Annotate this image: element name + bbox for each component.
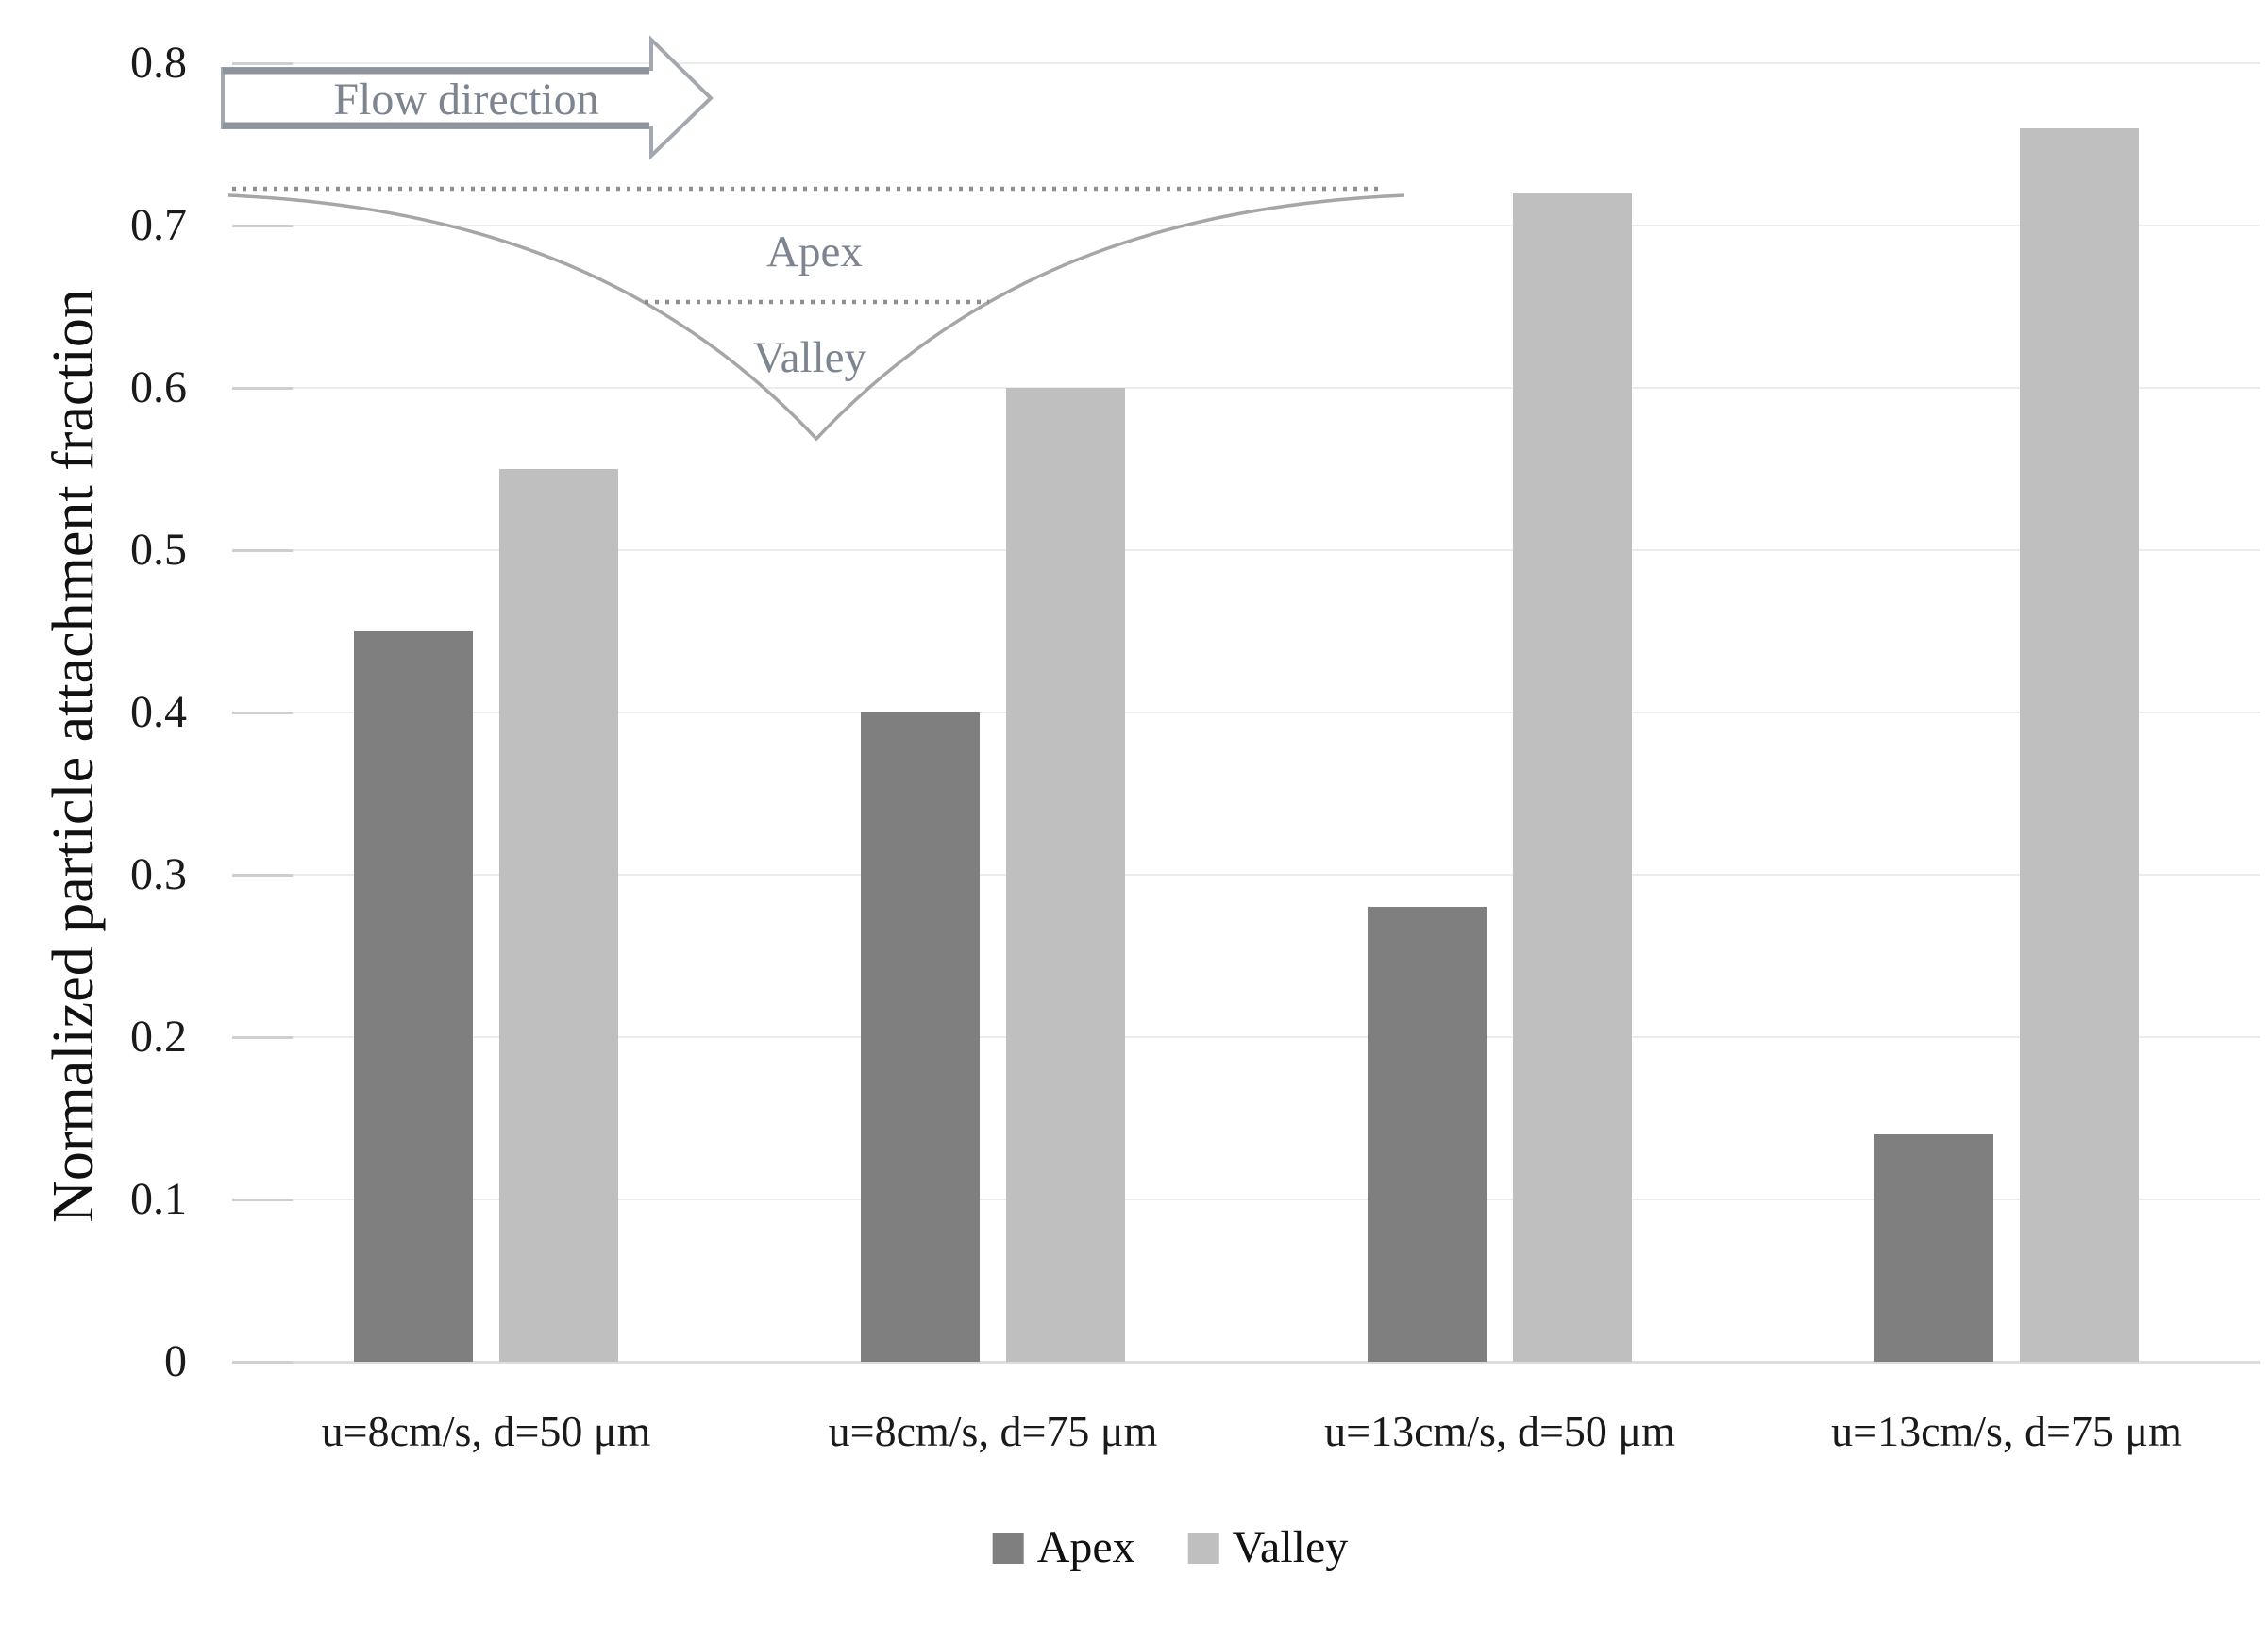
legend-item-apex: Apex — [992, 1522, 1135, 1572]
axis-tick — [232, 712, 293, 714]
y-tick-label: 0.7 — [130, 200, 187, 250]
y-tick-label: 0.1 — [130, 1174, 187, 1224]
apex-legend-swatch — [992, 1532, 1024, 1564]
bar-valley-2 — [1006, 388, 1125, 1362]
bar-valley-3 — [1513, 193, 1632, 1362]
bar-apex-2 — [861, 712, 980, 1362]
gridline — [232, 62, 2260, 64]
inset-valley-label: Valley — [753, 333, 867, 382]
y-tick-label: 0.6 — [130, 362, 187, 412]
x-axis-baseline — [232, 1361, 2260, 1364]
bar-valley-1 — [499, 469, 618, 1362]
gridline — [232, 712, 2260, 713]
gridline — [232, 874, 2260, 876]
inset-apex-label: Apex — [766, 227, 863, 277]
axis-tick — [232, 1036, 293, 1039]
legend: Apex Valley — [992, 1522, 1349, 1572]
y-tick-label: 0 — [164, 1336, 187, 1386]
flow-direction-arrow-icon — [221, 35, 714, 160]
gridline — [232, 1036, 2260, 1038]
y-tick-label: 0.2 — [130, 1012, 187, 1062]
gridline — [232, 387, 2260, 389]
valley-legend-label: Valley — [1232, 1522, 1349, 1572]
x-tick-label: u=13cm/s, d=50 μm — [1324, 1407, 1675, 1455]
y-tick-label: 0.3 — [130, 849, 187, 899]
gridline — [232, 1199, 2260, 1200]
gridline — [232, 225, 2260, 226]
x-tick-label: u=8cm/s, d=50 μm — [321, 1407, 651, 1455]
x-tick-label: u=8cm/s, d=75 μm — [828, 1407, 1158, 1455]
apex-legend-label: Apex — [1036, 1522, 1135, 1572]
bar-apex-1 — [354, 631, 473, 1362]
axis-tick — [232, 874, 293, 877]
flow-direction-label: Flow direction — [333, 75, 598, 125]
axis-tick — [232, 225, 293, 227]
y-tick-label: 0.8 — [130, 38, 187, 88]
axis-tick — [232, 1199, 293, 1201]
axis-tick — [232, 549, 293, 552]
axis-tick — [232, 387, 293, 390]
valley-profile-curve — [227, 193, 1405, 442]
bar-valley-4 — [2020, 128, 2139, 1362]
y-tick-label: 0.4 — [130, 687, 187, 737]
bar-apex-4 — [1874, 1134, 1993, 1362]
legend-item-valley: Valley — [1187, 1522, 1349, 1572]
axis-tick — [232, 1361, 293, 1364]
x-tick-label: u=13cm/s, d=75 μm — [1831, 1407, 2182, 1455]
gridline — [232, 549, 2260, 551]
axis-tick — [232, 62, 293, 65]
valley-legend-swatch — [1187, 1532, 1219, 1564]
bar-apex-3 — [1368, 907, 1487, 1362]
y-tick-label: 0.5 — [130, 525, 187, 575]
